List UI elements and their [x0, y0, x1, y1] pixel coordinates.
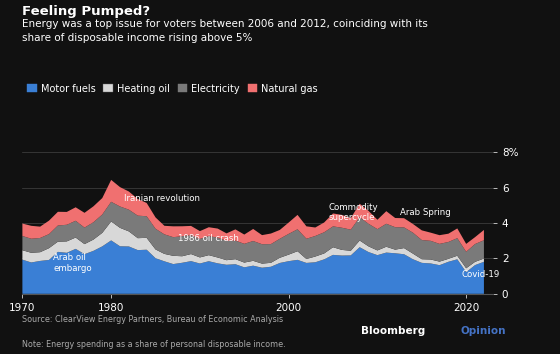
Text: 1986 oil crash: 1986 oil crash: [178, 234, 239, 244]
Text: Iranian revolution: Iranian revolution: [124, 194, 200, 202]
Text: Arab Spring: Arab Spring: [400, 208, 450, 217]
Text: Energy was a top issue for voters between 2006 and 2012, coinciding with its
sha: Energy was a top issue for voters betwee…: [22, 19, 428, 43]
Text: Feeling Pumped?: Feeling Pumped?: [22, 5, 151, 18]
Text: Note: Energy spending as a share of personal disposable income.: Note: Energy spending as a share of pers…: [22, 340, 286, 349]
Text: Opinion: Opinion: [461, 326, 506, 336]
Text: Arab oil
embargo: Arab oil embargo: [53, 253, 92, 273]
Legend: Motor fuels, Heating oil, Electricity, Natural gas: Motor fuels, Heating oil, Electricity, N…: [27, 84, 318, 94]
Text: Source: ClearView Energy Partners, Bureau of Economic Analysis: Source: ClearView Energy Partners, Burea…: [22, 315, 283, 324]
Text: Bloomberg: Bloomberg: [361, 326, 426, 336]
Text: Commodity
supercycle: Commodity supercycle: [329, 203, 378, 222]
Text: Covid-19: Covid-19: [462, 270, 500, 279]
